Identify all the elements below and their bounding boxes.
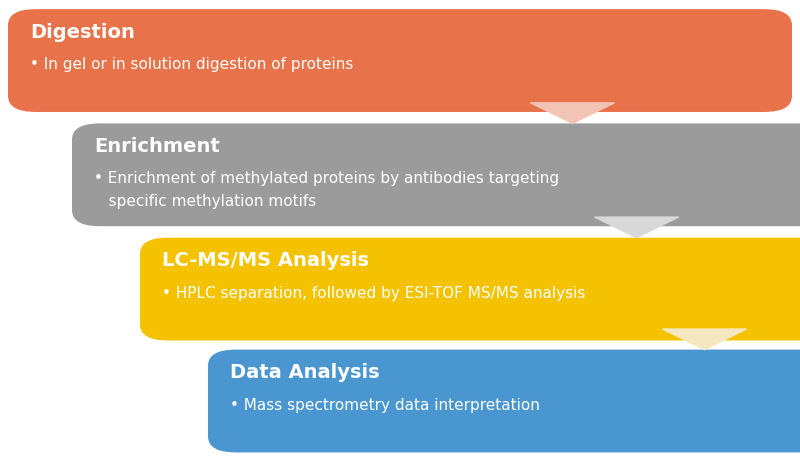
Text: Digestion: Digestion bbox=[30, 23, 135, 42]
Text: LC-MS/MS Analysis: LC-MS/MS Analysis bbox=[162, 251, 370, 271]
Text: specific methylation motifs: specific methylation motifs bbox=[94, 194, 317, 209]
Polygon shape bbox=[594, 217, 678, 238]
FancyBboxPatch shape bbox=[208, 350, 800, 452]
Polygon shape bbox=[662, 329, 746, 350]
Text: Data Analysis: Data Analysis bbox=[230, 363, 380, 383]
Text: • HPLC separation, followed by ESI-TOF MS/MS analysis: • HPLC separation, followed by ESI-TOF M… bbox=[162, 286, 586, 301]
Text: Enrichment: Enrichment bbox=[94, 137, 220, 156]
Polygon shape bbox=[530, 103, 614, 123]
FancyBboxPatch shape bbox=[140, 238, 800, 340]
Text: • Enrichment of methylated proteins by antibodies targeting: • Enrichment of methylated proteins by a… bbox=[94, 171, 559, 186]
FancyBboxPatch shape bbox=[8, 9, 792, 112]
Text: • In gel or in solution digestion of proteins: • In gel or in solution digestion of pro… bbox=[30, 57, 354, 72]
Text: • Mass spectrometry data interpretation: • Mass spectrometry data interpretation bbox=[230, 398, 540, 413]
FancyBboxPatch shape bbox=[72, 123, 800, 226]
